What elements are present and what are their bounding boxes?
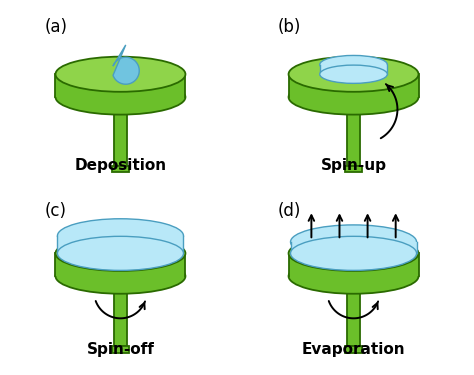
Polygon shape bbox=[55, 254, 185, 276]
Ellipse shape bbox=[57, 236, 183, 270]
Text: Spin-off: Spin-off bbox=[87, 342, 155, 357]
Ellipse shape bbox=[55, 259, 185, 294]
Ellipse shape bbox=[55, 236, 185, 271]
Polygon shape bbox=[289, 74, 419, 97]
Ellipse shape bbox=[320, 56, 387, 74]
Text: (c): (c) bbox=[45, 202, 67, 220]
Polygon shape bbox=[291, 242, 417, 254]
Ellipse shape bbox=[291, 225, 417, 259]
Polygon shape bbox=[347, 276, 360, 346]
Polygon shape bbox=[57, 236, 183, 254]
Polygon shape bbox=[114, 276, 127, 346]
Ellipse shape bbox=[291, 236, 417, 270]
Text: Spin-up: Spin-up bbox=[320, 158, 386, 172]
Ellipse shape bbox=[289, 80, 419, 115]
Text: Evaporation: Evaporation bbox=[302, 342, 405, 357]
PathPatch shape bbox=[113, 45, 139, 84]
Polygon shape bbox=[114, 97, 127, 165]
Ellipse shape bbox=[320, 65, 387, 83]
Ellipse shape bbox=[289, 236, 419, 271]
Text: Deposition: Deposition bbox=[74, 158, 166, 172]
Polygon shape bbox=[289, 254, 419, 276]
Ellipse shape bbox=[55, 80, 185, 115]
Ellipse shape bbox=[289, 57, 419, 92]
Polygon shape bbox=[320, 64, 387, 74]
Polygon shape bbox=[347, 97, 360, 165]
Text: (d): (d) bbox=[278, 202, 301, 220]
Polygon shape bbox=[112, 346, 129, 353]
Polygon shape bbox=[345, 165, 362, 172]
Ellipse shape bbox=[55, 57, 185, 92]
Ellipse shape bbox=[57, 219, 183, 253]
Polygon shape bbox=[345, 346, 362, 353]
Text: (b): (b) bbox=[278, 18, 301, 36]
Polygon shape bbox=[55, 74, 185, 97]
Ellipse shape bbox=[289, 259, 419, 294]
Polygon shape bbox=[112, 165, 129, 172]
Text: (a): (a) bbox=[45, 18, 68, 36]
